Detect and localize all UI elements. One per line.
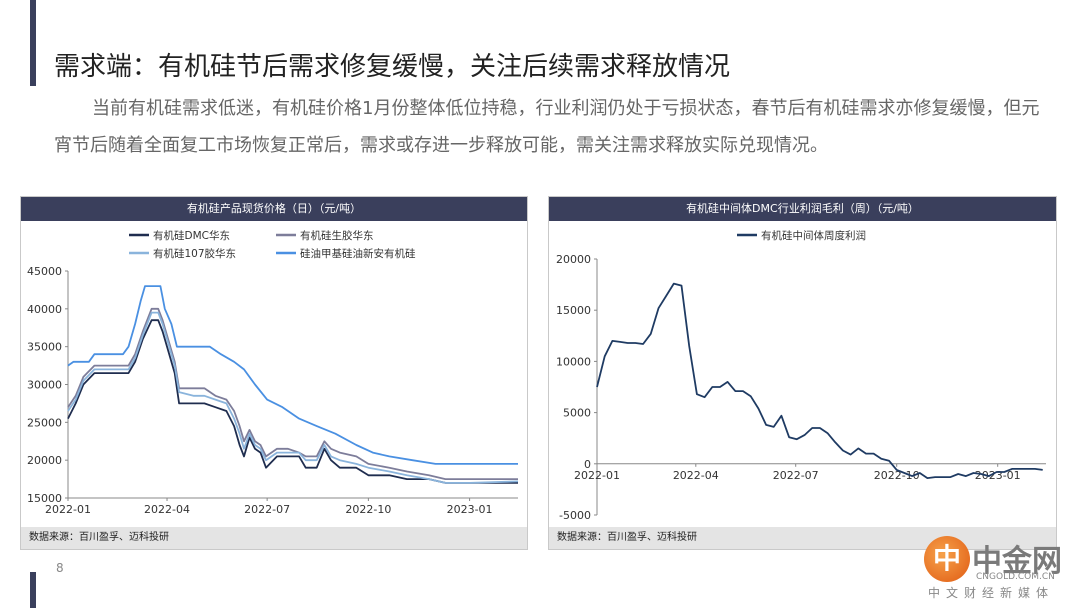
y-tick-label: 20000 [27, 454, 62, 467]
y-tick-label: -5000 [559, 509, 591, 522]
series-line-0 [596, 282, 1043, 480]
x-tick-label: 2023-01 [975, 469, 1021, 482]
y-tick-label: 15000 [27, 492, 62, 505]
x-tick-label: 2022-04 [144, 503, 190, 516]
x-tick-label: 2022-01 [574, 469, 620, 482]
y-tick-label: 0 [584, 458, 591, 471]
y-tick-label: 25000 [27, 416, 62, 429]
y-tick-label: 10000 [556, 355, 591, 368]
legend-label: 硅油甲基硅油新安有机硅 [300, 247, 416, 260]
chart-title: 有机硅产品现货价格（日）（元/吨） [21, 197, 527, 221]
y-tick-label: 35000 [27, 341, 62, 354]
logo-tagline: 中文财经新媒体 [928, 586, 1055, 600]
slide-title: 需求端：有机硅节后需求修复缓慢，关注后续需求释放情况 [54, 52, 731, 82]
x-tick-label: 2022-10 [874, 469, 920, 482]
logo-mark-icon: 中 [924, 536, 970, 582]
top-accent-bar [30, 0, 36, 86]
cngold-logo: 中 中金网 CNGOLD.COM.CN 中文财经新媒体 [918, 534, 1068, 602]
y-tick-label: 15000 [556, 304, 591, 317]
series-line-1 [67, 307, 518, 481]
x-tick-label: 2022-07 [773, 469, 819, 482]
profit-chart: -5000 0 5000 10000 15000 20000 2022-01 2022-04 2… [556, 229, 1046, 522]
legend-label: 有机硅DMC华东 [153, 229, 230, 242]
y-tick-label: 30000 [27, 379, 62, 392]
series-line-2 [67, 311, 519, 484]
slide-body-text: 当前有机硅需求低迷，有机硅价格1月份整体低位持稳，行业利润仍处于亏损状态，春节后… [54, 90, 1044, 164]
slide-body-paragraph: 当前有机硅需求低迷，有机硅价格1月份整体低位持稳，行业利润仍处于亏损状态，春节后… [54, 98, 1040, 156]
x-tick-label: 2022-07 [244, 503, 290, 516]
y-tick-label: 5000 [563, 407, 591, 420]
x-tick-label: 2022-04 [673, 469, 719, 482]
price-chart: 15000 20000 25000 30000 35000 40000 45000 2022-… [27, 229, 519, 516]
x-tick-label: 2022-10 [345, 503, 391, 516]
legend-label: 有机硅生胶华东 [300, 229, 374, 242]
series-line-0 [67, 319, 518, 484]
x-tick-label: 2023-01 [447, 503, 493, 516]
y-tick-label: 40000 [27, 303, 62, 316]
y-tick-label: 45000 [27, 265, 62, 278]
chart-source: 数据来源：百川盈孚、迈科投研 [21, 527, 527, 549]
logo-domain: CNGOLD.COM.CN [976, 572, 1055, 582]
legend-label: 有机硅中间体周度利润 [761, 229, 866, 242]
y-tick-label: 20000 [556, 253, 591, 266]
series-line-3 [67, 285, 518, 465]
bottom-accent-bar [30, 572, 36, 608]
page-number: 8 [56, 561, 64, 575]
legend-label: 有机硅107胶华东 [153, 247, 236, 260]
profit-chart-panel: 有机硅中间体DMC行业利润毛利（周）（元/吨） -5000 0 5000 10000 1… [548, 196, 1057, 550]
price-chart-panel: 有机硅产品现货价格（日）（元/吨） 15000 20000 25000 30000 35… [20, 196, 528, 550]
logo-name: 中金网 [972, 544, 1062, 579]
x-tick-label: 2022-01 [45, 503, 91, 516]
chart-title: 有机硅中间体DMC行业利润毛利（周）（元/吨） [549, 197, 1056, 221]
